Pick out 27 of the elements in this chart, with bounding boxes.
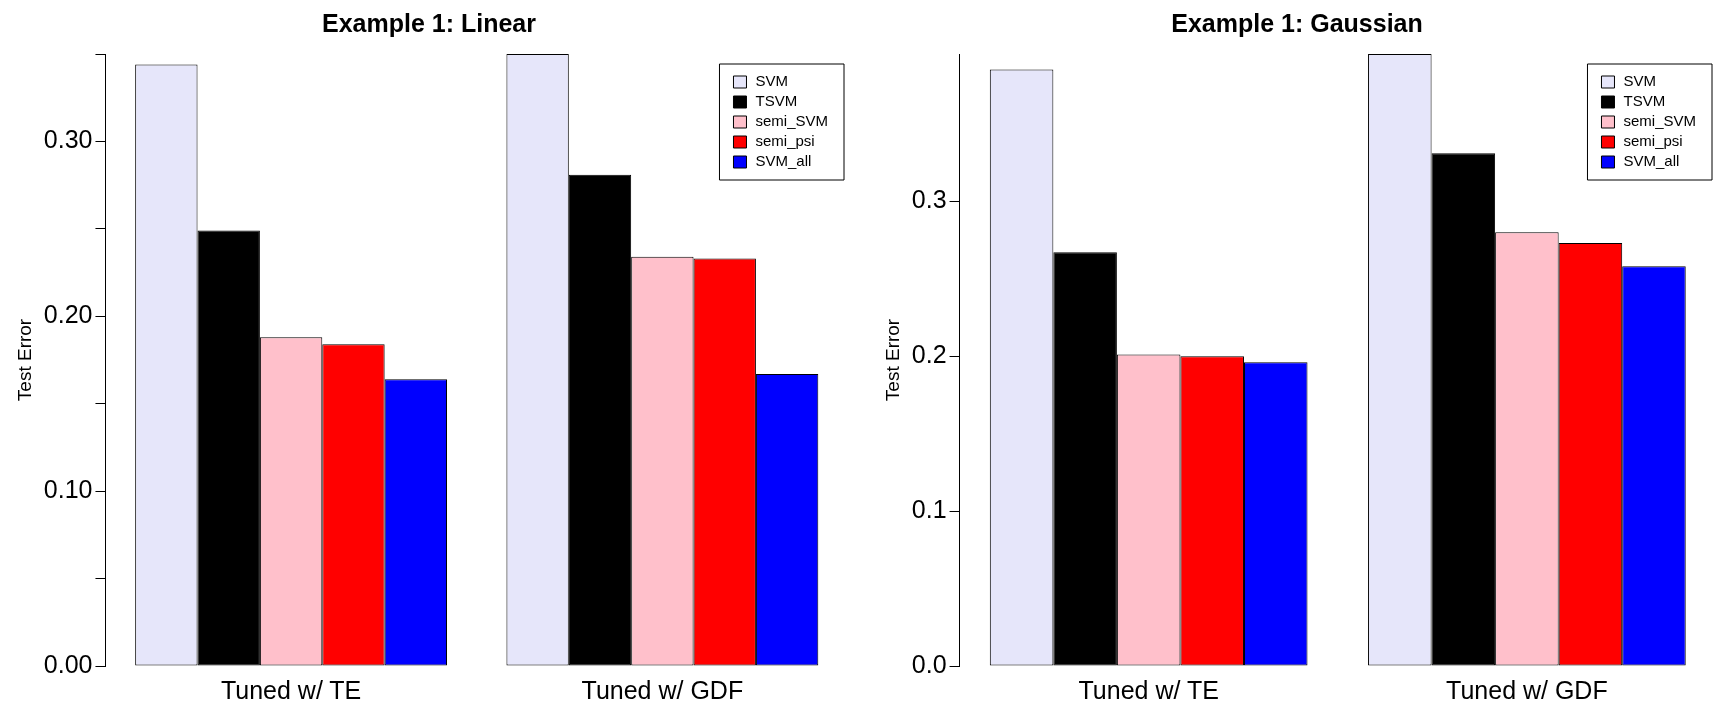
chart-title: Example 1: Gaussian [1171, 8, 1423, 37]
y-axis-title: Test Error [881, 318, 903, 402]
legend-label: SVM_all [1623, 152, 1680, 170]
legend-label: SVM_all [755, 152, 812, 170]
y-tick-label: 0.1 [911, 494, 947, 523]
chart-title: Example 1: Linear [322, 8, 537, 37]
legend-label: TSVM [1623, 92, 1666, 110]
legend-label: semi_SVM [755, 112, 829, 130]
y-tick-label: 0.3 [911, 185, 947, 214]
x-tick-label: Tuned w/ GDF [1446, 675, 1608, 704]
y-tick-label: 0.30 [43, 125, 93, 154]
x-tick-label: Tuned w/ GDF [581, 675, 744, 704]
y-tick-label: 0.10 [43, 475, 93, 504]
x-tick-label: Tuned w/ TE [220, 675, 362, 704]
legend-label: semi_psi [1623, 132, 1683, 150]
legend-label: SVM [755, 72, 788, 90]
legend-label: semi_SVM [1623, 112, 1697, 130]
y-tick-label: 0.0 [911, 649, 947, 678]
legend-label: TSVM [755, 92, 798, 110]
legend-label: semi_psi [755, 132, 815, 150]
y-axis-title: Test Error [13, 318, 35, 402]
legend-label: SVM [1623, 72, 1656, 90]
y-tick-label: 0.2 [911, 340, 947, 369]
y-tick-label: 0.20 [43, 300, 93, 329]
x-tick-label: Tuned w/ TE [1078, 675, 1219, 704]
bar [1431, 153, 1496, 666]
y-tick-label: 0.00 [43, 649, 93, 678]
